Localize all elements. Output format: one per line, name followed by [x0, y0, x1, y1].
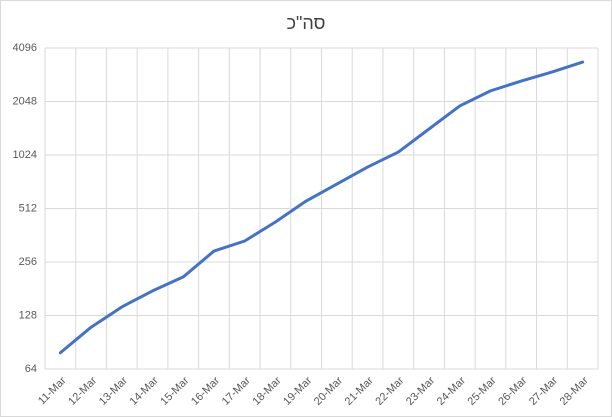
y-tick-label: 256 — [19, 256, 37, 268]
chart-title: סה"כ — [287, 13, 326, 33]
y-tick-label: 128 — [19, 309, 37, 321]
y-tick-label: 2048 — [13, 95, 37, 107]
data-line — [58, 60, 585, 355]
y-tick-label: 1024 — [13, 149, 37, 161]
y-tick-label: 512 — [19, 202, 37, 214]
y-tick-label: 64 — [25, 363, 37, 375]
y-tick-label: 4096 — [13, 42, 37, 54]
